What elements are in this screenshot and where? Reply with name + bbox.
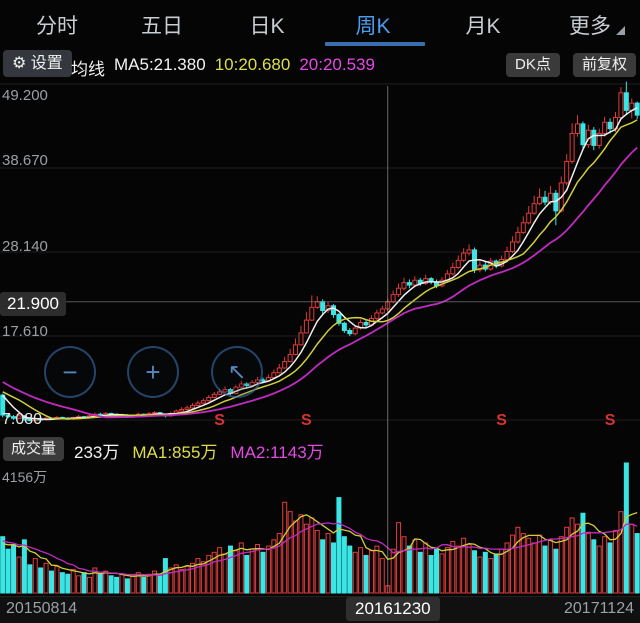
volume-current: 233万 [74,443,120,462]
more-caret-icon [616,26,625,35]
ma-legend: 均线 MA5:21.380 10:20.680 20:20.539 [71,55,375,80]
sell-signal-marker: S [301,412,312,429]
price-tick-7080: 7.080 [2,411,43,428]
price-tick-17610: 17.610 [2,323,48,340]
crosshair-price-badge: 21.900 [0,292,66,316]
ma5-value: MA5:21.380 [114,55,206,74]
settings-button[interactable]: ⚙ 设置 [3,50,72,78]
volume-ma1: MA1:855万 [132,443,218,462]
price-tick-38670: 38.670 [2,152,48,169]
ma20-value: 20:20.539 [299,55,375,74]
price-tick-49200: 49.200 [2,87,48,104]
date-label-focused: 20161230 [346,597,440,621]
tab-minute[interactable]: 分时 [36,15,78,38]
sell-signal-marker: S [496,412,507,429]
tab-weekly-k[interactable]: 周K [355,15,391,38]
volume-legend: 233万 MA1:855万 MA2:1143万 [74,438,324,463]
volume-ma2: MA2:1143万 [230,443,324,462]
sell-signal-marker: S [605,412,616,429]
tab-more[interactable]: 更多 [569,15,611,38]
gear-icon: ⚙ [12,55,31,72]
ma-legend-title: 均线 [71,60,105,79]
zoom-in-button[interactable]: + [127,346,179,398]
volume-label-button[interactable]: 成交量 [3,437,65,461]
dk-point-button[interactable]: DK点 [506,53,560,77]
date-axis: 20150814 20161230 20171124 [0,596,640,623]
zoom-out-button[interactable]: − [44,346,96,398]
volume-axis-max: 4156万 [2,469,48,485]
date-label-left: 20150814 [6,600,78,617]
tab-5day[interactable]: 五日 [141,15,183,38]
restore-view-button[interactable]: ↖ [211,346,263,398]
forward-adjust-button[interactable]: 前复权 [573,53,637,77]
ma10-value: 10:20.680 [214,55,291,74]
active-tab-underline [325,42,425,46]
tab-daily-k[interactable]: 日K [249,15,285,38]
price-tick-28140: 28.140 [2,238,48,255]
tab-monthly-k[interactable]: 月K [465,15,501,38]
sell-signal-marker: S [214,412,225,429]
date-label-right: 20171124 [564,600,634,617]
